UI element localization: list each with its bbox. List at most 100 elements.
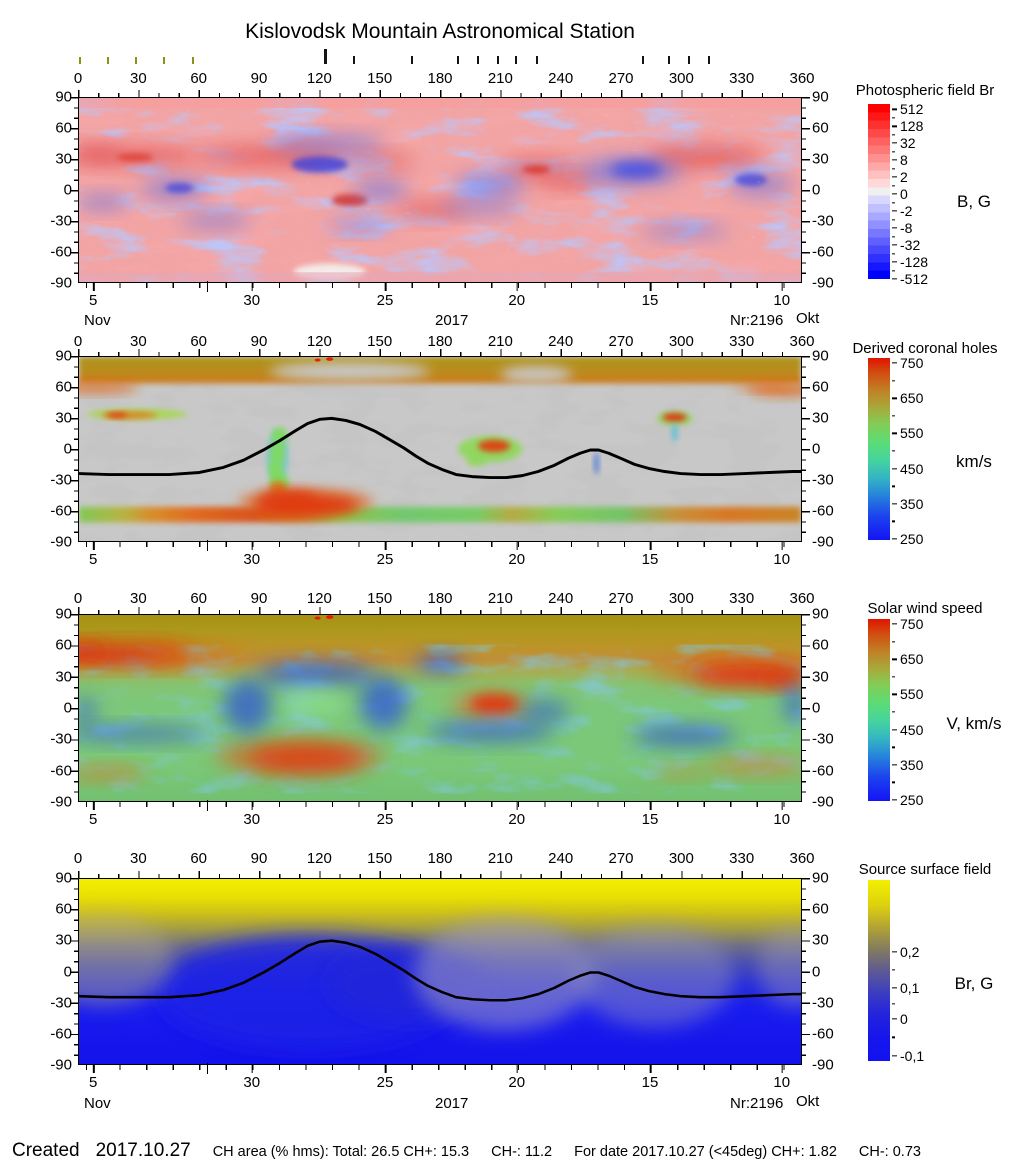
observation-time-tick	[410, 56, 413, 64]
latitude-tick-label: 90	[812, 347, 829, 365]
latitude-tick-label: 90	[55, 88, 72, 106]
longitude-tick-label: 180	[427, 333, 453, 350]
date-tick-label: 5	[89, 1065, 98, 1091]
latitude-minor-ticks-right	[802, 614, 806, 802]
observation-time-tick	[191, 57, 194, 64]
longitude-tick-label: 180	[427, 590, 453, 607]
latitude-tick-label: 60	[55, 378, 72, 396]
date-tick-label: 10	[773, 283, 791, 309]
latitude-minor-ticks-left	[74, 878, 78, 1065]
latitude-tick-label: 0	[63, 699, 72, 717]
map-feature	[79, 726, 208, 742]
map-feature	[732, 382, 790, 391]
date-tick-label: 30	[243, 542, 261, 568]
coronal-holes-map	[79, 357, 801, 541]
latitude-tick-label: -60	[50, 762, 72, 780]
latitude-tick-label: 90	[812, 605, 829, 623]
latitude-tick-label: 0	[63, 440, 72, 458]
map-feature	[249, 746, 362, 772]
rotation-label: Nr:2196	[730, 1095, 784, 1112]
colorbar-tick-label: 550	[900, 686, 924, 703]
latitude-tick-label: 60	[55, 119, 72, 137]
colorbar-tick	[892, 159, 897, 161]
latitude-minor-ticks-left	[74, 614, 78, 802]
colorbar3-title: Solar wind speed	[867, 600, 983, 617]
ch-area-total: CH area (% hms): Total: 26.5 CH+: 15.3	[212, 1144, 470, 1160]
colorbar-tick-label: 250	[900, 792, 924, 809]
date-tick-label: 20	[508, 283, 526, 309]
longitude-tick-label: 30	[129, 70, 147, 87]
map-feature	[79, 766, 148, 780]
colorbar-tick-label: 0,1	[900, 980, 920, 997]
map-feature	[500, 366, 573, 383]
page-title: Kislovodsk Mountain Astronomical Station	[245, 20, 635, 43]
date-tick-label: 10	[773, 1065, 791, 1091]
colorbar-tick-label: 250	[900, 531, 924, 548]
latitude-tick-label: 90	[55, 869, 72, 887]
colorbar-minor-tick	[892, 415, 895, 417]
latitude-tick-label: 90	[812, 869, 829, 887]
colorbar-minor-tick	[892, 1002, 895, 1005]
latitude-minor-ticks-right	[802, 878, 806, 1065]
latitude-tick-label: 60	[812, 378, 829, 396]
latitude-tick-label: 0	[812, 699, 821, 717]
colorbar2-title: Derived coronal holes	[852, 340, 998, 357]
map-feature	[662, 413, 687, 422]
status-line: Created 2017.10.27 CH area (% hms): Tota…	[12, 1140, 1016, 1162]
colorbar-minor-tick	[892, 117, 895, 119]
map-feature	[425, 722, 555, 742]
photospheric-field-map	[79, 98, 801, 282]
colorbar1-unit: B, G	[956, 192, 991, 211]
observation-time-tick	[497, 56, 500, 64]
colorbar-tick-label: 750	[900, 354, 924, 371]
latitude-tick-label: -30	[812, 471, 834, 489]
colorbar-tick	[892, 278, 897, 280]
colorbar-tick-label: -2	[900, 203, 913, 220]
colorbar-minor-tick	[892, 184, 895, 187]
colorbar-minor-tick	[892, 520, 895, 523]
latitude-tick-label: 30	[812, 409, 829, 427]
longitude-tick-label: 30	[129, 590, 147, 607]
longitude-tick-label: 210	[487, 850, 513, 867]
latitude-tick-label: 60	[55, 900, 72, 918]
map-feature	[632, 726, 737, 746]
latitude-major-ticks-right	[802, 97, 810, 283]
longitude-tick-label: 240	[548, 70, 574, 87]
longitude-tick-label: 360	[789, 333, 815, 350]
colorbar-tick-label: 450	[900, 460, 924, 477]
colorbar-minor-tick	[892, 218, 895, 221]
map-feature	[314, 358, 321, 362]
colorbar-tick	[892, 623, 897, 625]
colorbar-minor-tick	[892, 134, 895, 136]
latitude-tick-label: -90	[50, 533, 72, 551]
longitude-minor-ticks	[78, 352, 802, 356]
latitude-tick-label: 60	[812, 119, 829, 137]
colorbar-minor-tick	[892, 235, 895, 238]
longitude-tick-label: 180	[427, 70, 453, 87]
ch-area-for-date-negative: CH-: 0.73	[858, 1144, 921, 1160]
longitude-tick-label: 90	[250, 590, 268, 607]
longitude-tick-label: 0	[73, 850, 83, 867]
colorbar-tick-label: -512	[900, 271, 929, 287]
observation-ticks	[78, 0, 802, 70]
colorbar-minor-tick	[892, 450, 895, 452]
longitude-tick-label: 120	[306, 70, 332, 87]
colorbar-tick-label: 8	[900, 152, 908, 169]
day-ticks	[78, 1065, 802, 1070]
latitude-tick-label: 60	[55, 636, 72, 654]
map-feature	[79, 643, 108, 659]
rotation-label: Nr:2196	[730, 312, 784, 329]
longitude-tick-label: 90	[250, 70, 268, 87]
colorbar-tick	[892, 432, 897, 434]
panel3-solar-wind-map	[78, 614, 802, 802]
latitude-tick-label: 30	[812, 931, 829, 949]
latitude-tick-label: 90	[55, 605, 72, 623]
longitude-tick-label: 150	[367, 850, 393, 867]
observation-time-tick	[163, 57, 166, 64]
colorbar-tick	[892, 397, 897, 399]
longitude-tick-label: 270	[608, 70, 634, 87]
longitude-tick-label: 210	[487, 590, 513, 607]
colorbar-tick	[892, 125, 897, 127]
colorbar-minor-tick	[892, 969, 895, 971]
longitude-tick-label: 300	[668, 70, 694, 87]
